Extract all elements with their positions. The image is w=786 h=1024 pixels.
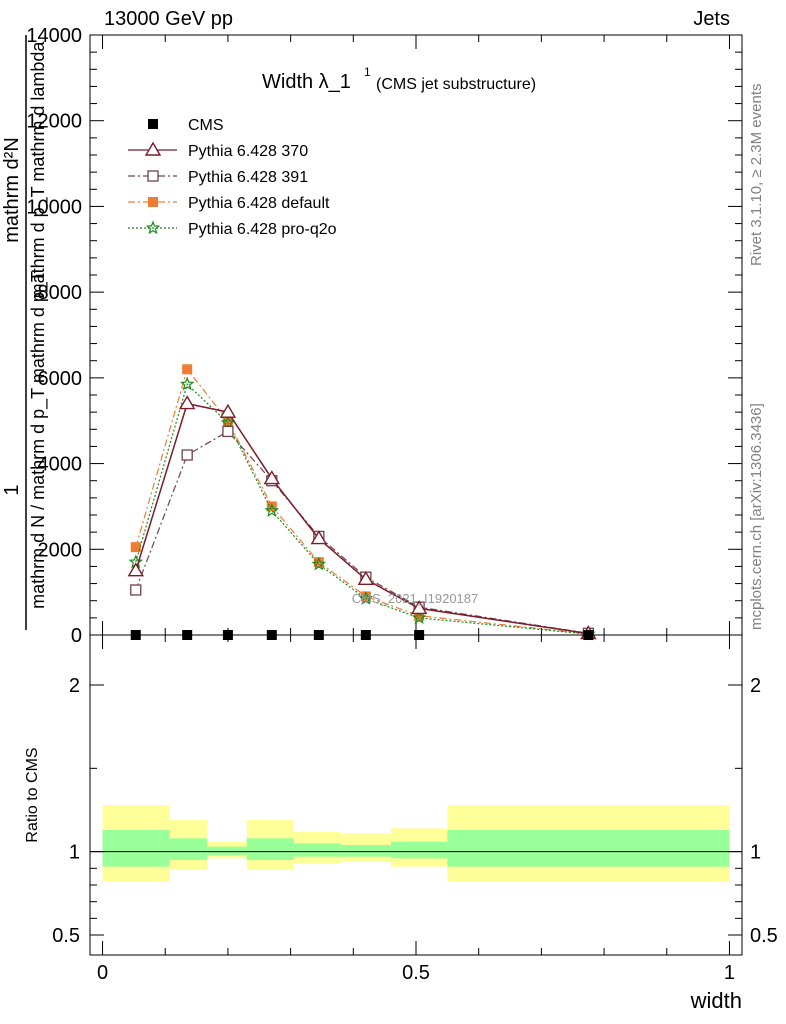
ratio-y-tick-label: 2 (69, 675, 80, 697)
chart-title-text: Width λ_1 (262, 71, 351, 93)
data-point (311, 556, 327, 571)
series-pythia-6.428-391 (130, 425, 595, 639)
data-point (313, 557, 324, 568)
inner-band (102, 830, 170, 867)
data-point (222, 415, 233, 426)
data-point (410, 600, 428, 615)
y-tick-label: 12000 (26, 111, 82, 133)
data-point (182, 364, 193, 375)
legend-label: Pythia 6.428 default (188, 195, 330, 212)
chart-title: Width λ_1 1 (CMS jet substructure) (262, 65, 536, 93)
data-point (263, 470, 281, 485)
y-label-denominator-2: mathrm d p_T mathrm d lambda (28, 41, 49, 299)
y-label-denominator: mathrm d N / mathrm d p_T mathrm d p_T (28, 271, 49, 609)
inner-band (447, 830, 730, 867)
y-axis-label: 1 mathrm d N / mathrm d p_T mathrm d p_Tm… (1, 35, 49, 630)
y-tick-label: 6000 (38, 368, 83, 390)
data-point (310, 530, 328, 545)
inner-band (340, 845, 391, 857)
series-line (135, 368, 589, 635)
uncertainty-bands (102, 805, 730, 882)
ratio-y-tick-label: 1 (69, 842, 80, 864)
legend-label: Pythia 6.428 370 (188, 143, 308, 160)
header-category: Jets (693, 8, 730, 30)
header-energy: 13000 GeV pp (104, 8, 233, 30)
y-label-numerator: 1 (1, 484, 23, 495)
y-tick-label: 14000 (26, 25, 82, 47)
x-tick-label: 0 (97, 962, 108, 984)
main-plot: 0 2000 4000 6000 8000 10000 12000 14000 1 mathrm … (1, 25, 743, 647)
legend: CMS Pythia 6.428 370 Pythia 6.428 391 Pythi… (128, 117, 337, 238)
data-point (219, 403, 237, 418)
chart-title-superscript: 1 (364, 65, 371, 79)
inner-band (293, 843, 341, 857)
ratio-y-tick-label-right: 0.5 (750, 925, 778, 947)
x-tick-label: 0.5 (402, 962, 430, 984)
legend-marker (147, 170, 159, 182)
data-point (358, 590, 374, 605)
data-point (127, 562, 144, 577)
data-point (181, 449, 193, 461)
inner-band (207, 846, 247, 855)
ratio-y-tick-label-right: 1 (750, 842, 761, 864)
chart-subtitle: (CMS jet substructure) (376, 76, 536, 93)
inner-band (246, 838, 294, 860)
data-point (179, 376, 195, 391)
legend-label: CMS (188, 117, 224, 134)
inner-band (390, 841, 448, 859)
ratio-frame (89, 634, 743, 956)
legend-item: Pythia 6.428 pro-q2o (128, 220, 337, 238)
ratio-y-axis-label: Ratio to CMS (24, 747, 41, 842)
ratio-y-tick-label-right: 2 (750, 675, 761, 697)
data-point (411, 610, 427, 625)
y-tick-label: 0 (71, 625, 82, 647)
y-tick-label: 4000 (38, 454, 83, 476)
legend-label: Pythia 6.428 391 (188, 169, 308, 186)
legend-marker (148, 197, 158, 207)
y-tick-label: 8000 (38, 282, 83, 304)
data-point (178, 395, 196, 410)
data-point (357, 570, 375, 585)
data-point (220, 415, 236, 430)
y-tick-label: 10000 (26, 196, 82, 218)
x-tick-label: 1 (724, 962, 735, 984)
series-line (135, 430, 589, 634)
legend-item: CMS (148, 117, 224, 134)
ratio-y-tick-label: 0.5 (52, 925, 80, 947)
legend-marker (145, 220, 161, 235)
series-line (135, 383, 589, 635)
legend-marker (148, 119, 158, 129)
data-point (222, 425, 234, 438)
watermark: CMS_2021_I1920187 (352, 591, 479, 606)
inner-band (169, 838, 208, 860)
legend-item: Pythia 6.428 391 (128, 169, 308, 186)
data-point (264, 503, 280, 517)
data-point (266, 501, 277, 512)
data-point (130, 542, 141, 553)
series-line (135, 402, 589, 635)
legend-item: Pythia 6.428 370 (128, 141, 308, 160)
legend-item: Pythia 6.428 default (128, 195, 330, 212)
data-point (130, 584, 142, 596)
ratio-plot: 0.5 0.5 1 1 2 2 0 0.5 1 width Ratio to CMS (24, 634, 778, 1013)
legend-label: Pythia 6.428 pro-q2o (188, 221, 337, 238)
y-tick-label: 2000 (38, 539, 83, 561)
data-point (360, 591, 371, 602)
y-label-numerator-2: mathrm d²N (1, 137, 23, 243)
x-axis-label: width (690, 988, 742, 1013)
data-point (414, 610, 425, 621)
legend-marker (144, 141, 162, 156)
